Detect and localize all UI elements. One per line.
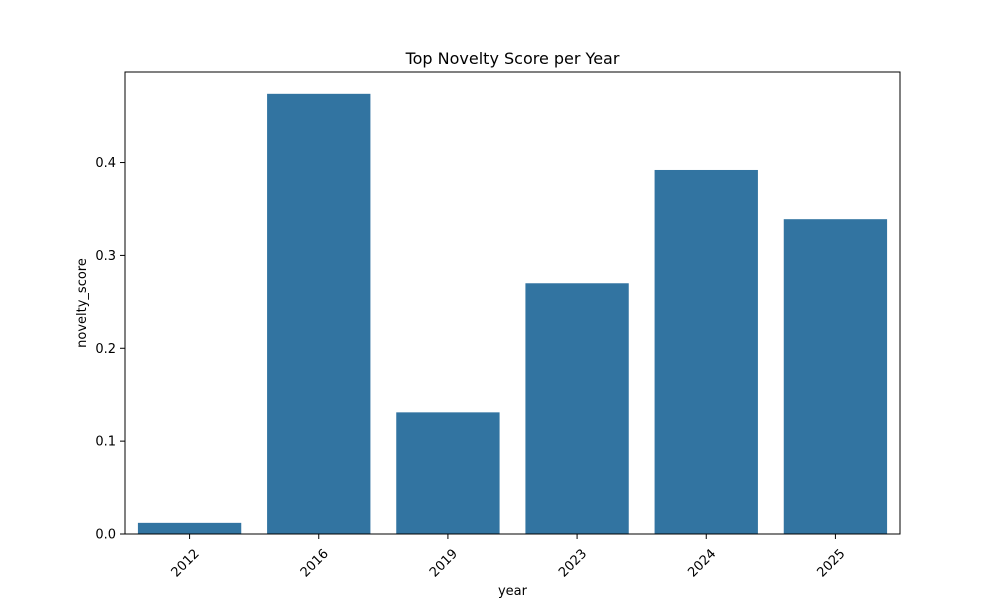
x-tick-label: 2016 [298,546,332,580]
y-tick-label: 0.1 [95,435,116,450]
y-tick-label: 0.2 [95,342,116,357]
x-tick-label: 2012 [169,546,203,580]
y-axis-label: novelty_score [75,258,90,348]
y-tick-label: 0.3 [95,249,116,264]
x-tick-label: 2023 [556,546,590,580]
chart-title: Top Novelty Score per Year [405,49,620,68]
y-tick-label: 0.4 [95,156,116,171]
x-axis: 2012 2016 2019 2023 2024 2025 [169,534,848,580]
x-tick-label: 2019 [427,546,461,580]
x-axis-label: year [498,584,528,599]
bar-2025 [783,219,888,535]
bar-2023 [525,283,629,534]
y-axis: 0.0 0.1 0.2 0.3 0.4 [95,156,125,543]
bars-group [137,93,888,535]
y-tick-label: 0.0 [95,528,116,543]
bar-2019 [396,412,500,534]
x-tick-label: 2024 [685,546,719,580]
x-tick-label: 2025 [814,546,848,580]
bar-2012 [137,522,242,534]
bar-2024 [654,169,758,534]
plot-frame [124,71,901,535]
bar-2016 [267,93,371,534]
